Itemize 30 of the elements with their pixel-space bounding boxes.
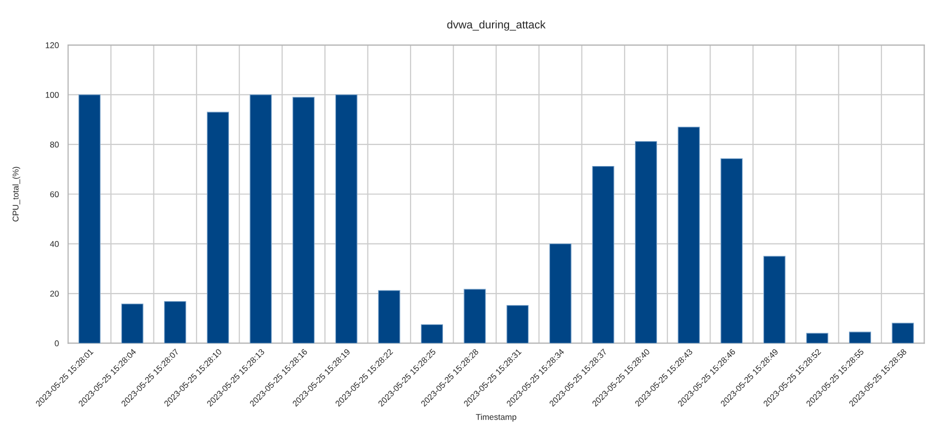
bar xyxy=(250,94,272,344)
y-tick-label: 60 xyxy=(50,191,59,198)
bar xyxy=(121,304,144,344)
y-tick-label: 40 xyxy=(50,241,59,247)
bar xyxy=(292,96,315,344)
bar xyxy=(763,256,786,344)
bar xyxy=(848,332,872,344)
bar xyxy=(892,322,914,344)
y-tick-label: 100 xyxy=(46,92,59,98)
bar xyxy=(78,94,101,344)
y-tick-label: 80 xyxy=(50,142,59,148)
bar xyxy=(634,141,658,344)
bar xyxy=(592,166,614,344)
y-tick-label: 20 xyxy=(50,290,59,297)
y-tick-label: 0 xyxy=(54,340,59,346)
y-tick-label: 120 xyxy=(46,42,59,48)
bar xyxy=(420,324,444,344)
x-axis-title: Timestamp xyxy=(476,414,516,422)
bar xyxy=(206,112,229,344)
bar xyxy=(164,301,186,344)
bar xyxy=(678,126,700,344)
bar xyxy=(506,305,529,344)
y-axis-title: CPU_total_(%) xyxy=(12,166,20,222)
bar xyxy=(335,94,358,344)
bar xyxy=(464,288,486,344)
bar xyxy=(549,243,572,344)
bar xyxy=(806,332,828,344)
bar xyxy=(378,290,400,344)
chart-title: dvwa_during_attack xyxy=(447,20,546,31)
bar xyxy=(720,158,743,344)
